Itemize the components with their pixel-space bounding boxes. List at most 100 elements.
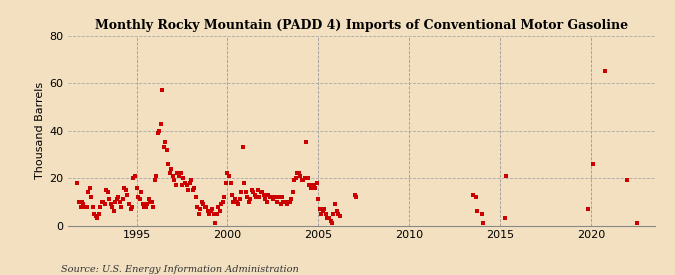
Point — [148, 204, 159, 209]
Point — [281, 202, 292, 206]
Point — [177, 183, 188, 187]
Point — [272, 200, 283, 204]
Point — [199, 204, 210, 209]
Title: Monthly Rocky Mountain (PADD 4) Imports of Conventional Motor Gasoline: Monthly Rocky Mountain (PADD 4) Imports … — [95, 19, 628, 32]
Point — [173, 174, 184, 178]
Point — [77, 200, 88, 204]
Point — [151, 174, 161, 178]
Point — [478, 221, 489, 225]
Point — [308, 183, 319, 187]
Point — [265, 195, 275, 199]
Point — [122, 192, 133, 197]
Point — [271, 195, 281, 199]
Point — [89, 211, 100, 216]
Point — [207, 207, 218, 211]
Point — [286, 197, 296, 202]
Point — [204, 211, 215, 216]
Point — [153, 131, 163, 135]
Point — [317, 209, 328, 213]
Point — [248, 190, 259, 194]
Point — [184, 181, 195, 185]
Point — [134, 197, 145, 202]
Point — [321, 211, 331, 216]
Point — [323, 216, 334, 221]
Point — [316, 211, 327, 216]
Point — [149, 178, 160, 183]
Point — [322, 216, 333, 221]
Point — [300, 176, 310, 180]
Point — [319, 207, 330, 211]
Point — [74, 200, 84, 204]
Point — [115, 200, 126, 204]
Point — [227, 192, 238, 197]
Point — [290, 176, 301, 180]
Point — [307, 183, 318, 187]
Point — [159, 145, 169, 149]
Point — [277, 195, 288, 199]
Point — [301, 140, 312, 145]
Point — [240, 190, 251, 194]
Point — [501, 174, 512, 178]
Point — [198, 202, 209, 206]
Point — [254, 195, 265, 199]
Point — [117, 197, 128, 202]
Point — [242, 195, 252, 199]
Point — [133, 195, 144, 199]
Point — [273, 195, 284, 199]
Point — [287, 190, 298, 194]
Point — [622, 178, 633, 183]
Point — [161, 147, 172, 152]
Point — [315, 207, 325, 211]
Point — [171, 183, 182, 187]
Point — [121, 188, 132, 192]
Point — [296, 178, 307, 183]
Point — [104, 197, 115, 202]
Point — [110, 200, 121, 204]
Point — [246, 188, 257, 192]
Point — [292, 171, 302, 175]
Point — [109, 209, 119, 213]
Point — [472, 209, 483, 213]
Point — [195, 207, 206, 211]
Point — [470, 195, 481, 199]
Point — [267, 197, 278, 202]
Point — [160, 140, 171, 145]
Point — [500, 216, 510, 221]
Point — [99, 202, 110, 206]
Point — [181, 183, 192, 187]
Point — [228, 200, 239, 204]
Point — [278, 200, 289, 204]
Point — [201, 204, 212, 209]
Point — [219, 195, 230, 199]
Point — [275, 202, 286, 206]
Point — [95, 204, 105, 209]
Point — [82, 190, 93, 194]
Point — [295, 174, 306, 178]
Point — [294, 171, 304, 175]
Point — [327, 221, 338, 225]
Point — [107, 204, 118, 209]
Point — [146, 200, 157, 204]
Point — [196, 200, 207, 204]
Point — [137, 202, 148, 206]
Point — [230, 197, 240, 202]
Point — [329, 202, 340, 206]
Point — [213, 204, 224, 209]
Point — [154, 128, 165, 133]
Point — [155, 121, 166, 126]
Point — [251, 195, 262, 199]
Point — [143, 197, 154, 202]
Point — [237, 145, 248, 149]
Point — [165, 171, 176, 175]
Point — [193, 211, 204, 216]
Point — [142, 202, 153, 206]
Point — [124, 202, 134, 206]
Point — [127, 204, 138, 209]
Point — [98, 200, 109, 204]
Point — [284, 200, 295, 204]
Point — [131, 185, 142, 190]
Point — [328, 211, 339, 216]
Point — [92, 216, 103, 221]
Point — [350, 192, 360, 197]
Point — [209, 211, 219, 216]
